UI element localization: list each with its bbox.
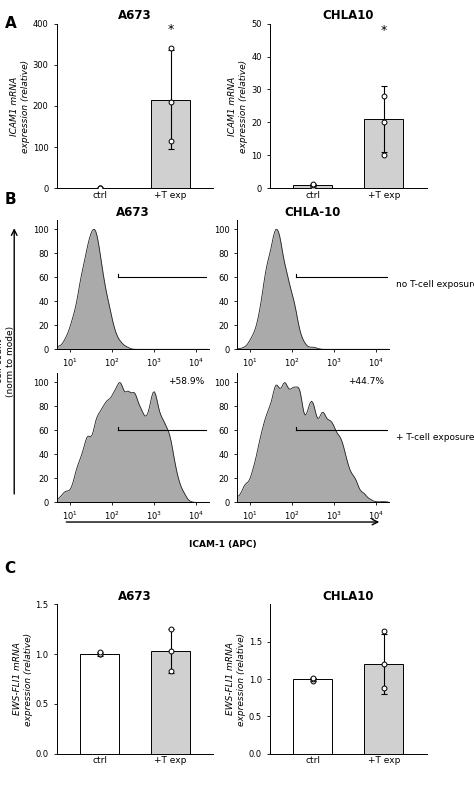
Y-axis label: EWS-FLI1 mRNA
expression (relative): EWS-FLI1 mRNA expression (relative)	[12, 633, 33, 725]
Text: B: B	[5, 192, 17, 207]
Bar	[80, 654, 119, 754]
Text: +58.9%: +58.9%	[168, 377, 204, 385]
Bar	[151, 100, 190, 188]
Text: C: C	[5, 561, 16, 576]
Text: cell count
(norm to mode): cell count (norm to mode)	[0, 326, 15, 396]
Title: A673: A673	[118, 590, 152, 604]
Y-axis label: EWS-FLI1 mRNA
expression (relative): EWS-FLI1 mRNA expression (relative)	[226, 633, 246, 725]
Bar	[293, 185, 332, 188]
Text: *: *	[381, 24, 387, 37]
Bar	[365, 119, 403, 188]
Title: A673: A673	[116, 206, 149, 219]
Text: *: *	[167, 23, 174, 36]
Text: A: A	[5, 16, 17, 31]
Y-axis label: ICAM1 mRNA
expression (relative): ICAM1 mRNA expression (relative)	[228, 60, 248, 152]
Text: ICAM-1 (APC): ICAM-1 (APC)	[189, 540, 256, 549]
Bar	[151, 652, 190, 754]
Title: CHLA10: CHLA10	[323, 590, 374, 604]
Text: + T-cell exposure: + T-cell exposure	[396, 433, 474, 442]
Title: A673: A673	[118, 9, 152, 23]
Bar	[365, 664, 403, 754]
Text: no T-cell exposure: no T-cell exposure	[396, 280, 474, 289]
Title: CHLA10: CHLA10	[323, 9, 374, 23]
Y-axis label: ICAM1 mRNA
expression (relative): ICAM1 mRNA expression (relative)	[10, 60, 30, 152]
Bar	[293, 679, 332, 754]
Text: +44.7%: +44.7%	[348, 377, 384, 385]
Title: CHLA-10: CHLA-10	[285, 206, 341, 219]
